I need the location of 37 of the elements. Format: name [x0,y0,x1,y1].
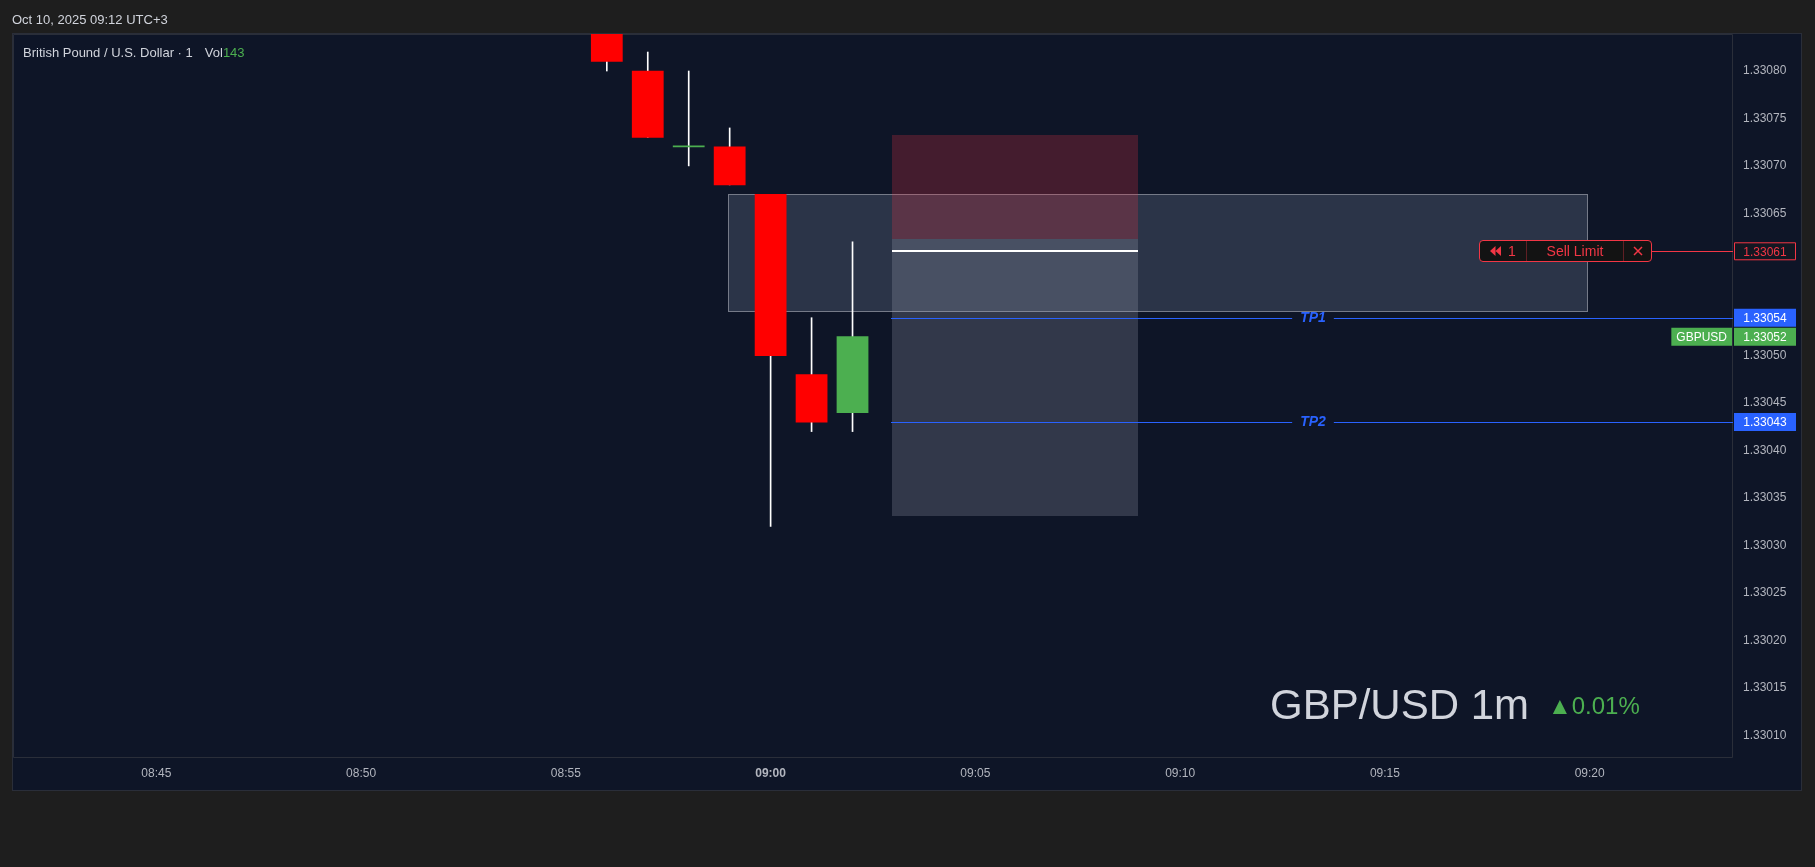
x-tick-label: 08:55 [550,765,582,780]
text: 1.33043 [1743,415,1788,430]
x-tick-label: 08:45 [141,765,172,780]
y-tick-label: 1.33070 [1743,158,1787,173]
text: 1.33061 [1743,244,1788,259]
y-tick-label: 1.33025 [1743,585,1787,600]
ref-line-label: TP2 [1300,413,1327,430]
x-tick-label: 09:20 [1574,765,1606,780]
x-tick-label: 09:15 [1369,765,1401,780]
y-tick-label: 1.33075 [1743,110,1787,125]
y-tick-label: 1.33035 [1743,490,1787,505]
annotation: GBPUSD [1676,330,1728,345]
y-tick-label: 1.33015 [1743,680,1787,695]
y-tick-label: 1.33010 [1743,727,1787,742]
x-tick-label: 09:10 [1165,765,1196,780]
order-tag: 1 Sell Limit [1479,240,1652,263]
ref-line-label: Sell Limit [1546,243,1604,260]
text: Oct 10, 2025 09:12 UTC+3 [12,12,168,27]
annotation: 143 [222,45,245,60]
ref-line-label: TP1 [1300,309,1327,326]
annotation: GBP/USD 1m [1270,681,1530,728]
y-tick-label: 1.33030 [1743,537,1787,552]
x-tick-label: 09:05 [960,765,991,780]
text: British Pound / U.S. Dollar · 1 [23,45,193,60]
x-tick-label: 08:50 [346,765,377,780]
text: 1.33052 [1743,330,1788,345]
y-tick-label: 1.33020 [1743,632,1787,647]
y-tick-label: 1.33050 [1743,347,1787,362]
y-tick-label: 1.33065 [1743,205,1787,220]
annotation: ▲0.01% [1548,692,1640,719]
y-tick-label: 1.33045 [1743,395,1787,410]
x-tick-label: 09:00 [755,765,787,780]
annotation: Vol [204,45,223,60]
text: 1.33054 [1743,311,1788,326]
y-tick-label: 1.33080 [1743,63,1787,78]
y-tick-label: 1.33040 [1743,442,1787,457]
annotation: 1 [1508,243,1516,260]
